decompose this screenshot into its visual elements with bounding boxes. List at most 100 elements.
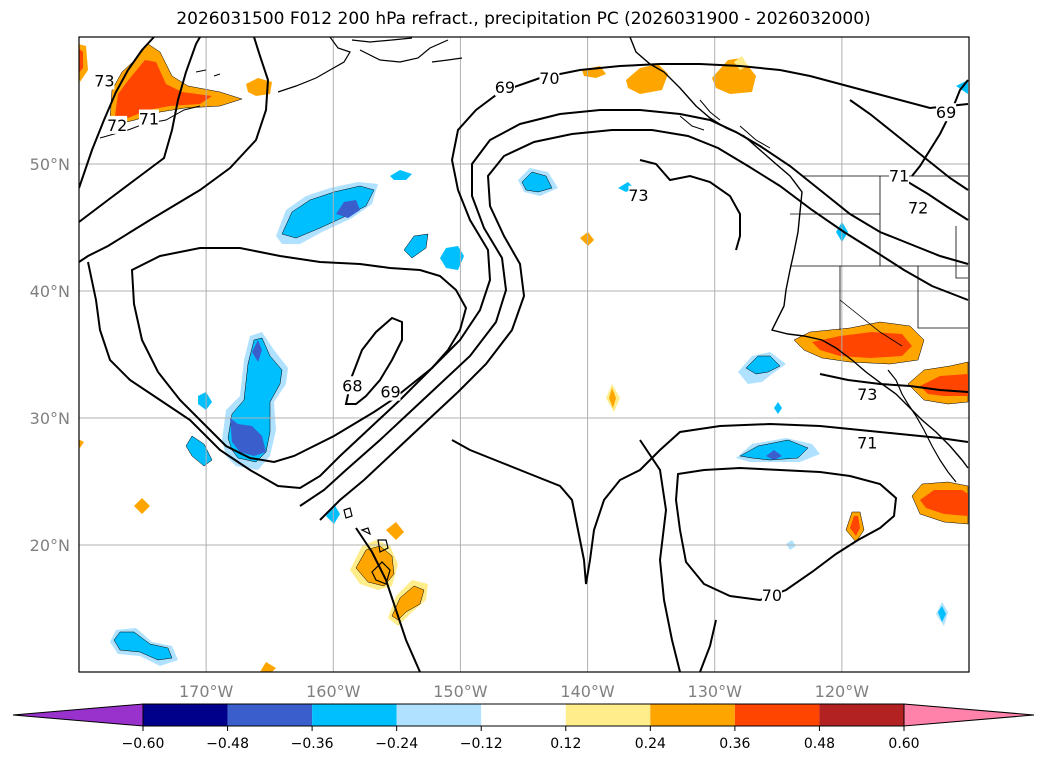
contour-label-bg: [857, 385, 878, 404]
contour-71-inner: [319, 129, 969, 521]
contour-71-west: [79, 37, 270, 263]
contour-label: 69: [936, 103, 956, 122]
precip-area: [134, 498, 150, 514]
precip-area: [281, 185, 375, 239]
colorbar-segment: [819, 704, 904, 726]
contour-72-se-low: [699, 619, 717, 672]
contour-label: 73: [628, 186, 648, 205]
contour-73-east: [639, 159, 741, 251]
us-state-borders: [790, 175, 968, 330]
latitude-label: 50°N: [30, 155, 70, 174]
california-border: [839, 299, 903, 347]
contour-72-east: [849, 99, 969, 191]
precip-area: [774, 402, 782, 414]
contour-label-bg: [380, 382, 401, 401]
contour-label: 69: [495, 78, 515, 97]
contour-label-bg: [908, 198, 929, 217]
contour-label: 68: [342, 376, 362, 395]
colorbar-frame: [142, 703, 905, 727]
longitude-label: 130°W: [688, 682, 743, 701]
colorbar-tick-label: −0.60: [122, 736, 165, 752]
precip-area: [390, 170, 412, 180]
longitude-labels: 170°W 160°W 150°W 140°W 130°W 120°W: [179, 682, 869, 701]
hawaii-islands: [343, 507, 391, 585]
contour-73-se: [819, 373, 969, 393]
precip-area: [386, 522, 404, 540]
precip-area: [336, 200, 360, 218]
precip-area: [521, 171, 553, 193]
latitude-label: 40°N: [30, 282, 70, 301]
colorbar-extend-low: [12, 703, 144, 727]
contour-69-east: [911, 79, 969, 177]
canada-islands: [679, 99, 771, 149]
latitude-label: 20°N: [30, 536, 70, 555]
colorbar-tick-label: −0.24: [375, 736, 418, 752]
precip-area: [812, 332, 912, 358]
precip-area: [79, 48, 83, 73]
contour-label: 73: [857, 385, 877, 404]
refractivity-contours: [79, 37, 969, 672]
latitude-labels: 50°N 40°N 30°N 20°N: [30, 155, 70, 555]
latitude-label: 30°N: [30, 409, 70, 428]
contour-69-nw-ridge: [87, 63, 969, 490]
colorbar-tick-label: 0.24: [635, 736, 666, 752]
precip-area: [246, 78, 272, 96]
colorbar-tick-label: 0.12: [550, 736, 581, 752]
precip-area: [745, 355, 781, 375]
colorbar-tick-label: −0.36: [291, 736, 334, 752]
precip-area: [712, 58, 756, 94]
precipitation-shading: [79, 43, 969, 672]
contour-72-west: [79, 37, 201, 223]
colorbar-segment: [396, 704, 482, 726]
north-america-coast: [629, 37, 969, 469]
precip-area: [766, 450, 782, 460]
contour-label-bg: [936, 103, 957, 122]
contour-labels: 73 72 71 69 70 73 69 71 72 68 69 73 71 70: [94, 68, 957, 605]
contour-68-inner: [130, 247, 468, 464]
coastlines: [99, 37, 969, 585]
colorbar-segment: [143, 704, 228, 726]
contour-70-se-closed: [674, 466, 898, 602]
baja-california: [887, 369, 957, 483]
alaska-coast: [277, 37, 463, 93]
precip-area: [198, 392, 212, 410]
colorbar-segment: [312, 704, 397, 726]
precip-area: [580, 232, 594, 246]
map-title: 2026031500 F012 200 hPa refract., precip…: [176, 9, 871, 29]
contour-label-bg: [494, 77, 515, 96]
contour-label: 70: [539, 69, 559, 88]
colorbar-tick-label: −0.12: [460, 736, 503, 752]
longitude-label: 150°W: [433, 682, 488, 701]
precip-area: [920, 490, 968, 516]
precip-area: [79, 439, 84, 448]
contour-label: 71: [889, 167, 909, 186]
contour-71-se: [639, 439, 681, 672]
map-frame: [78, 36, 970, 673]
contour-label-bg: [107, 115, 128, 134]
contour-label: 71: [139, 110, 159, 129]
contour-68-small: [344, 316, 403, 405]
colorbar-tick-label: −0.48: [206, 736, 249, 752]
colorbar-tick-label: 0.36: [719, 736, 750, 752]
contour-label-bg: [889, 166, 910, 185]
contour-70-middle: [299, 109, 969, 507]
precip-area: [115, 60, 212, 118]
contour-label: 72: [107, 116, 127, 135]
contour-label-bg: [138, 109, 159, 128]
colorbar-segment: [565, 704, 651, 726]
precip-area: [403, 233, 429, 259]
precip-area: [440, 246, 464, 270]
precip-area: [260, 662, 276, 672]
colorbar-tick-label: 0.60: [888, 736, 919, 752]
contour-label: 71: [857, 433, 877, 452]
colorbar-extend-high: [903, 703, 1035, 727]
contour-72-se: [451, 422, 969, 585]
colorbar-segment: [227, 704, 313, 726]
colorbar-segment: [481, 704, 566, 726]
contour-label-bg: [94, 71, 115, 90]
contour-label-bg: [628, 185, 649, 204]
precip-area: [938, 606, 946, 622]
contour-label: 69: [380, 383, 400, 402]
contour-label-bg: [857, 433, 878, 452]
